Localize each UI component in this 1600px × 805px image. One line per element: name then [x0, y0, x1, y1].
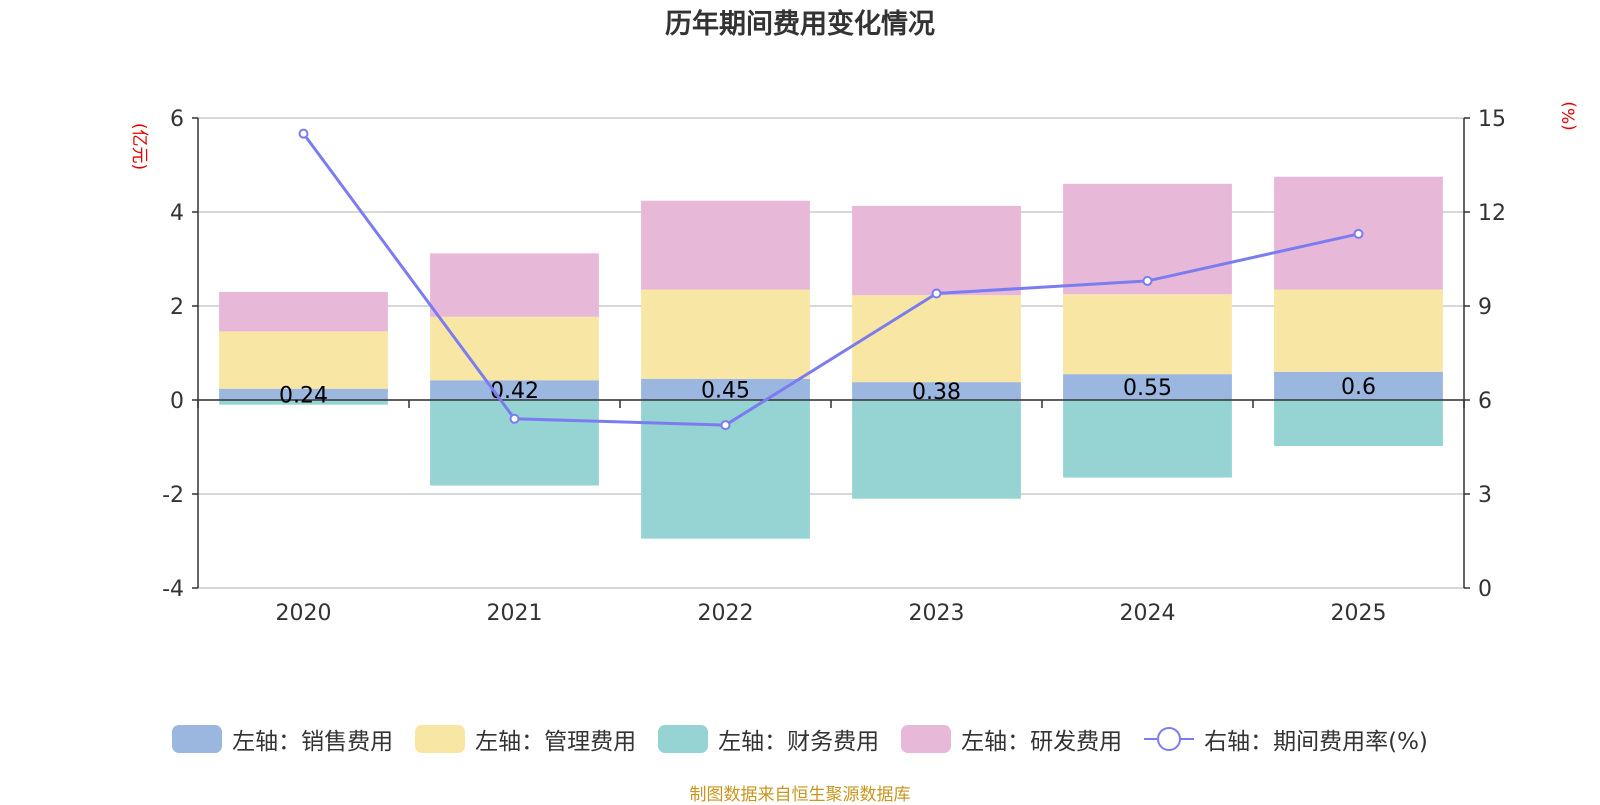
legend-label-rd: 左轴：研发费用 — [961, 729, 1123, 755]
left-tick-label-2: 0 — [170, 389, 184, 414]
legend: 左轴：销售费用 左轴：管理费用 左轴：财务费用 左轴：研发费用 右轴：期间费用率… — [0, 722, 1600, 756]
bar-s0-2022 — [641, 378, 810, 400]
x-tick-label-2025: 2025 — [1331, 601, 1387, 626]
right-tick-label-1: 3 — [1478, 483, 1492, 508]
bar-s1-2025 — [1274, 289, 1443, 372]
bar-s3-2022 — [641, 200, 810, 290]
right-tick-label-0: 0 — [1478, 577, 1492, 602]
bar-s0-2023 — [852, 382, 1021, 400]
chart-canvas: -4 -2 0 2 4 6 0 3 6 9 12 15 2020 2021 2022 2023 2024 2025… — [162, 107, 1506, 626]
legend-item-finance[interactable]: 左轴：财务费用 — [658, 722, 879, 756]
bar-s3-2024 — [1063, 183, 1232, 295]
x-tick-label-2023: 2023 — [909, 601, 965, 626]
bar-s1-2023 — [852, 295, 1021, 383]
data-label-sales-2021: 0.42 — [490, 379, 539, 404]
x-tick-label-2024: 2024 — [1120, 601, 1176, 626]
bar-s1-2024 — [1063, 294, 1232, 375]
chart-title: 历年期间费用变化情况 — [665, 9, 935, 40]
right-tick-label-4: 12 — [1478, 201, 1506, 226]
bar-s1-2021 — [430, 316, 599, 381]
legend-item-sales[interactable]: 左轴：销售费用 — [172, 722, 393, 756]
right-tick-label-5: 15 — [1478, 107, 1506, 132]
x-tick-label-2020: 2020 — [276, 601, 332, 626]
bar-s0-2025 — [1274, 371, 1443, 400]
legend-label-admin: 左轴：管理费用 — [475, 729, 637, 755]
rate-point-2023 — [931, 288, 942, 299]
bar-s0-2020 — [219, 388, 388, 400]
bar-s2-2021 — [430, 400, 599, 486]
legend-swatch-finance — [658, 725, 709, 753]
left-tick-label-4: 4 — [170, 201, 184, 226]
legend-swatch-sales — [172, 725, 223, 753]
legend-item-admin[interactable]: 左轴：管理费用 — [415, 722, 636, 756]
bar-s3-2021 — [430, 253, 599, 317]
rate-point-2025 — [1353, 228, 1364, 239]
left-tick-label-0: -4 — [162, 577, 184, 602]
legend-label-rate: 右轴：期间费用率(%) — [1204, 729, 1428, 755]
rate-point-2020 — [298, 128, 309, 139]
data-label-sales-2025: 0.6 — [1341, 375, 1376, 400]
rate-point-2022 — [720, 420, 731, 431]
left-tick-label-5: 6 — [170, 107, 184, 132]
bar-s2-2025 — [1274, 400, 1443, 447]
x-tick-label-2022: 2022 — [698, 601, 754, 626]
rate-line — [302, 132, 1359, 427]
legend-label-sales: 左轴：销售费用 — [232, 729, 394, 755]
legend-swatch-rd — [901, 725, 952, 753]
bar-s2-2023 — [852, 400, 1021, 499]
bar-s1-2020 — [219, 331, 388, 389]
legend-swatch-admin — [415, 725, 466, 753]
right-tick-label-2: 6 — [1478, 389, 1492, 414]
right-tick-label-3: 9 — [1478, 295, 1492, 320]
x-tick-label-2021: 2021 — [487, 601, 543, 626]
data-label-sales-2022: 0.45 — [701, 378, 750, 403]
bar-s1-2022 — [641, 289, 810, 379]
legend-item-rate[interactable]: 右轴：期间费用率(%) — [1144, 722, 1428, 756]
legend-label-finance: 左轴：财务费用 — [718, 729, 880, 755]
legend-line-icon — [1144, 727, 1195, 751]
bar-s3-2023 — [852, 205, 1021, 296]
bar-s2-2024 — [1063, 400, 1232, 478]
legend-item-rd[interactable]: 左轴：研发费用 — [901, 722, 1122, 756]
data-label-sales-2024: 0.55 — [1123, 376, 1172, 401]
bar-s0-2021 — [430, 380, 599, 400]
data-label-sales-2023: 0.38 — [912, 380, 961, 405]
data-label-sales-2020: 0.24 — [279, 383, 328, 408]
left-tick-label-1: -2 — [162, 483, 184, 508]
left-tick-label-3: 2 — [170, 295, 184, 320]
bar-s0-2024 — [1063, 374, 1232, 400]
data-source-note: 制图数据来自恒生聚源数据库 — [689, 785, 911, 805]
bar-s3-2020 — [219, 291, 388, 332]
rate-point-2021 — [509, 413, 520, 424]
rate-point-2024 — [1142, 275, 1153, 286]
bar-s2-2020 — [219, 400, 388, 405]
